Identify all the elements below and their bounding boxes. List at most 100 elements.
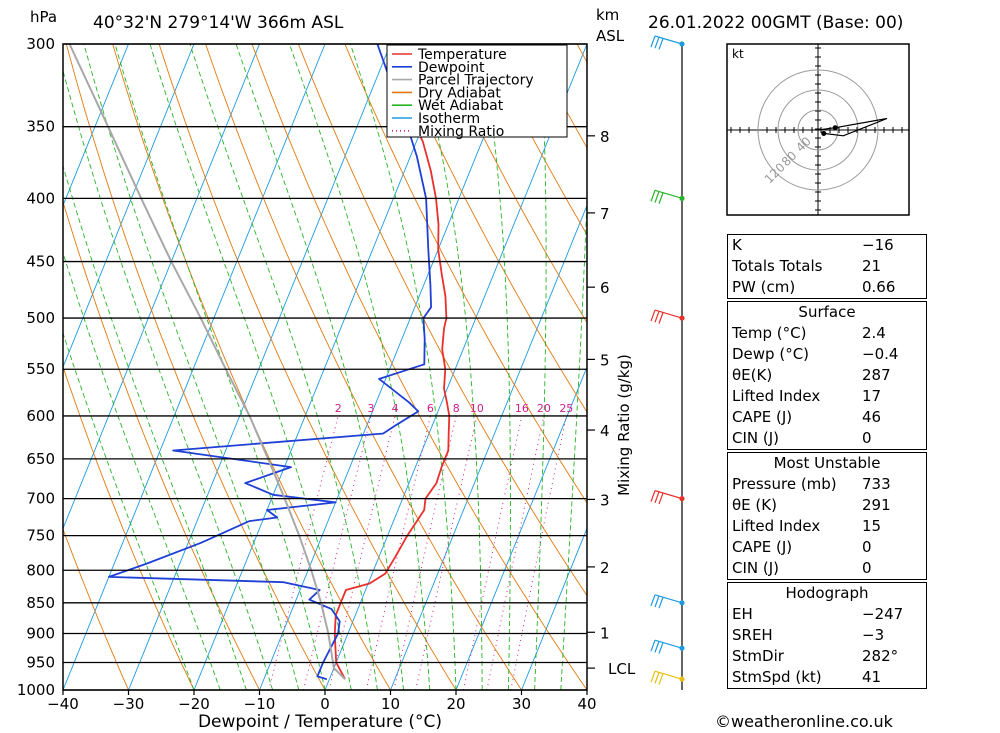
wind-barb <box>650 594 683 609</box>
mixing-ratio-label: 8 <box>453 402 460 415</box>
wind-barb <box>650 670 683 685</box>
x-tick-label: 20 <box>446 695 465 713</box>
hodograph-point <box>821 130 827 136</box>
x-tick-label: −30 <box>113 695 145 713</box>
isotherm-line <box>455 365 587 690</box>
km-tick-label: 2 <box>600 559 610 577</box>
wind-barb-feather <box>658 38 664 50</box>
wet-adiabat-line <box>149 44 352 690</box>
index-value: 21 <box>862 257 882 275</box>
isotherm-line <box>259 44 522 690</box>
index-label: StmSpd (kt) <box>732 668 822 686</box>
most-unstable-row: θE (K) 291 <box>728 495 927 516</box>
isotherm-line <box>63 44 195 369</box>
datetime-title: 26.01.2022 00GMT (Base: 00) <box>648 13 903 33</box>
index-value: 0.66 <box>862 278 896 296</box>
mixing-ratio-line <box>303 415 372 690</box>
isotherm-line <box>128 44 391 690</box>
km-tick-label: 4 <box>600 422 610 440</box>
dry-adiabat-line <box>205 44 522 690</box>
copyright-text: ©weatheronline.co.uk <box>715 712 894 731</box>
wind-barb-feather <box>658 596 664 609</box>
pressure-tick-label: 500 <box>26 309 55 327</box>
pressure-tick-label: 550 <box>26 360 55 378</box>
index-value: 287 <box>862 366 891 384</box>
index-label: CIN (J) <box>732 559 780 577</box>
wind-barb-feather <box>654 672 660 684</box>
hodograph-row: EH −247 <box>728 604 927 625</box>
wind-barb-feather <box>658 312 664 324</box>
series-line-parcel-trajectory <box>68 44 346 680</box>
km-tick-label: 5 <box>600 351 610 369</box>
wind-barb <box>650 639 683 654</box>
height-unit-km: km <box>596 6 619 24</box>
index-value: −247 <box>862 605 904 623</box>
mixing-ratio-label: 2 <box>335 402 342 415</box>
dry-adiabat-line <box>344 44 587 504</box>
index-label: PW (cm) <box>732 278 796 296</box>
pressure-tick-label: 300 <box>26 35 55 53</box>
pressure-tick-label: 900 <box>26 624 55 642</box>
wind-barb-feather <box>654 491 660 504</box>
index-value: −16 <box>862 236 894 254</box>
index-row-totals: Totals Totals 21 <box>728 256 927 277</box>
index-value: 46 <box>862 408 882 426</box>
wind-barb-staff <box>654 594 683 604</box>
dry-adiabat-line <box>65 44 326 690</box>
wind-barb <box>650 35 683 50</box>
wind-barb-staff <box>654 189 683 199</box>
surface-row: Temp (°C) 2.4 <box>728 323 927 344</box>
index-label: Totals Totals <box>732 257 823 275</box>
isotherm-line <box>324 44 587 690</box>
wet-adiabat-line <box>480 44 511 690</box>
index-value: 17 <box>862 387 882 405</box>
index-value: 282° <box>862 647 899 665</box>
wind-barb-feather <box>654 641 660 653</box>
surface-row: CIN (J) 0 <box>728 428 927 450</box>
index-label: Lifted Index <box>732 517 821 535</box>
surface-row: Dewp (°C) −0.4 <box>728 344 927 365</box>
wind-profile <box>650 35 685 690</box>
x-tick-label: −10 <box>244 695 276 713</box>
wind-barb-feather <box>658 642 664 654</box>
index-label: K <box>732 236 742 254</box>
surface-row: Lifted Index 17 <box>728 386 927 407</box>
wind-barb-feather <box>650 594 656 607</box>
surface-title: Surface <box>798 303 856 321</box>
x-tick-label: −40 <box>47 695 79 713</box>
pressure-tick-label: 650 <box>26 450 55 468</box>
most-unstable-row: Lifted Index 15 <box>728 516 927 537</box>
wet-adiabat-line <box>63 164 247 690</box>
pressure-tick-label: 600 <box>26 407 55 425</box>
index-value: 0 <box>862 429 872 447</box>
most-unstable-table: Most Unstable Pressure (mb) 733 θE (K) 291… <box>727 452 927 580</box>
wet-adiabat-line <box>560 186 587 690</box>
x-tick-label: 0 <box>320 695 330 713</box>
dry-adiabat-line <box>63 200 260 690</box>
index-value: 291 <box>862 496 891 514</box>
series-line-temperature <box>333 44 451 680</box>
mixing-ratio-line <box>268 415 339 690</box>
index-label: SREH <box>732 626 773 644</box>
km-tick-label: 7 <box>600 205 610 223</box>
mixing-ratio-label: 20 <box>537 402 551 415</box>
wet-adiabat-line <box>235 44 405 690</box>
wind-barb-feather <box>650 490 656 502</box>
mixing-ratio-line <box>393 415 457 690</box>
mixing-ratio-label: 25 <box>559 402 573 415</box>
mixing-ratio-label: 3 <box>368 402 375 415</box>
most-unstable-title: Most Unstable <box>773 454 881 472</box>
legend-entry: Dry Adiabat <box>418 85 501 101</box>
dry-adiabat-line <box>390 44 587 413</box>
wind-barb-staff <box>654 639 683 649</box>
wind-barb-staff <box>654 309 683 319</box>
index-value: 41 <box>862 668 882 686</box>
height-unit-asl: ASL <box>596 27 625 45</box>
index-label: CAPE (J) <box>732 408 793 426</box>
hodograph-unit: kt <box>732 47 744 61</box>
most-unstable-row: CAPE (J) 0 <box>728 537 927 558</box>
index-value: 733 <box>862 475 891 493</box>
dry-adiabat-line <box>63 527 129 690</box>
pressure-tick-label: 800 <box>26 561 55 579</box>
